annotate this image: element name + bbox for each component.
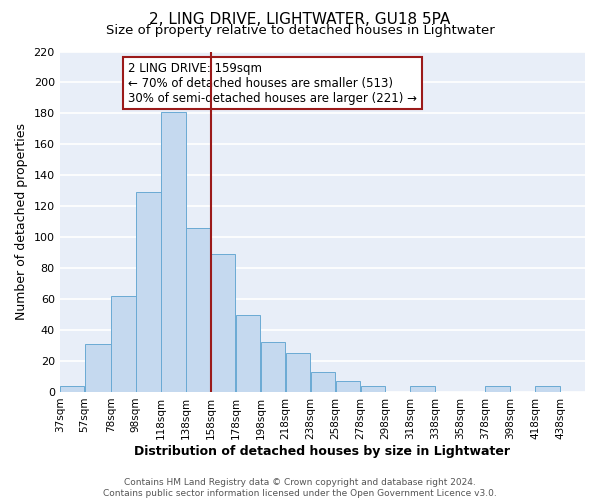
Bar [361,386,385,392]
Bar [186,228,211,392]
Bar [111,296,136,392]
Bar [335,381,360,392]
Bar [85,344,110,392]
Bar [286,354,310,392]
Bar [485,386,510,392]
Bar [311,372,335,392]
Bar [535,386,560,392]
Bar [410,386,435,392]
Bar [60,386,85,392]
X-axis label: Distribution of detached houses by size in Lightwater: Distribution of detached houses by size … [134,444,511,458]
Bar [136,192,161,392]
Bar [161,112,185,392]
Text: 2 LING DRIVE: 159sqm
← 70% of detached houses are smaller (513)
30% of semi-deta: 2 LING DRIVE: 159sqm ← 70% of detached h… [128,62,417,104]
Text: Size of property relative to detached houses in Lightwater: Size of property relative to detached ho… [106,24,494,37]
Text: Contains HM Land Registry data © Crown copyright and database right 2024.
Contai: Contains HM Land Registry data © Crown c… [103,478,497,498]
Text: 2, LING DRIVE, LIGHTWATER, GU18 5PA: 2, LING DRIVE, LIGHTWATER, GU18 5PA [149,12,451,28]
Bar [236,314,260,392]
Bar [211,254,235,392]
Y-axis label: Number of detached properties: Number of detached properties [15,123,28,320]
Bar [261,342,286,392]
